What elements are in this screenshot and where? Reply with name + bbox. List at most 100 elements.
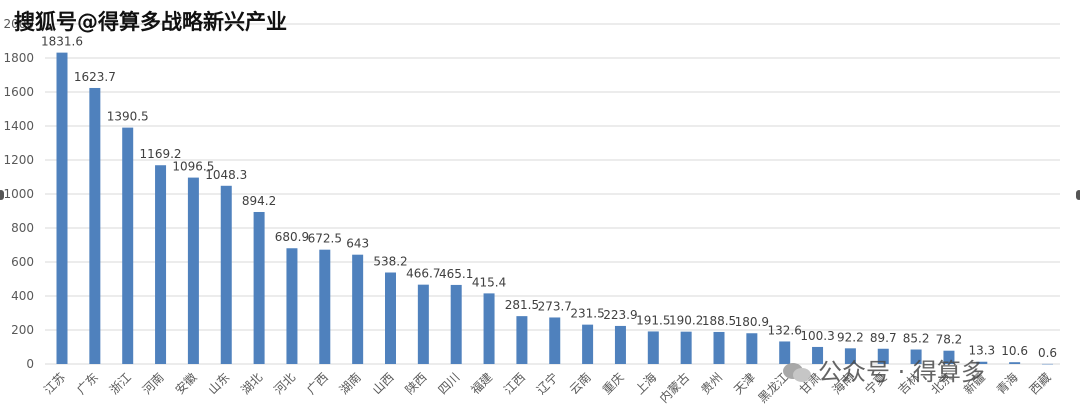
y-tick-label: 1800 xyxy=(3,51,34,65)
bar xyxy=(352,254,364,364)
data-label: 132.6 xyxy=(768,323,802,337)
x-tick-label: 内蒙古 xyxy=(656,370,692,406)
data-label: 191.5 xyxy=(636,313,670,327)
x-tick-label: 辽宁 xyxy=(533,370,561,398)
bar xyxy=(614,325,626,364)
x-tick-label: 西藏 xyxy=(1027,370,1054,397)
y-tick-label: 2000 xyxy=(3,17,34,31)
data-label: 85.2 xyxy=(903,332,930,346)
data-label: 13.3 xyxy=(968,344,995,358)
bar xyxy=(516,316,528,364)
watermark-top: 搜狐号@得算多战略新兴产业 xyxy=(14,10,287,34)
data-label: 10.6 xyxy=(1001,344,1028,358)
y-tick-label: 400 xyxy=(11,289,34,303)
bar xyxy=(647,331,659,364)
y-axis-ticks: 0 200 400 600 800 1000 1200 1400 1600 1800 2000 xyxy=(3,17,34,371)
data-label: 180.9 xyxy=(735,315,769,329)
y-tick-label: 200 xyxy=(11,323,34,337)
wechat-icon xyxy=(783,363,811,382)
bar xyxy=(910,349,922,364)
bar xyxy=(450,284,462,364)
data-label: 89.7 xyxy=(870,331,897,345)
data-label: 1169.2 xyxy=(140,147,182,161)
x-tick-label: 广东 xyxy=(74,370,101,397)
data-label: 538.2 xyxy=(373,255,407,269)
x-tick-label: 湖南 xyxy=(336,370,364,398)
x-tick-label: 广西 xyxy=(304,370,331,397)
data-label: 894.2 xyxy=(242,194,276,208)
x-tick-label: 重庆 xyxy=(600,370,627,397)
x-tick-label: 四川 xyxy=(435,370,462,397)
data-label: 78.2 xyxy=(936,333,963,347)
data-label: 1623.7 xyxy=(74,70,116,84)
x-tick-label: 浙江 xyxy=(107,370,134,397)
x-tick-label: 福建 xyxy=(468,370,496,398)
bar xyxy=(549,317,561,364)
data-label: 188.5 xyxy=(702,314,736,328)
bars xyxy=(56,52,1053,365)
x-tick-label: 天津 xyxy=(731,370,758,397)
data-label: 643 xyxy=(346,237,369,251)
bar xyxy=(1009,362,1021,364)
x-tick-label: 山东 xyxy=(205,370,232,397)
bar xyxy=(319,249,331,364)
data-label: 672.5 xyxy=(308,232,342,246)
data-label: 1831.6 xyxy=(41,35,83,49)
left-edge-marker xyxy=(0,190,4,200)
bar xyxy=(779,341,791,364)
data-label: 465.1 xyxy=(439,267,473,281)
data-label: 273.7 xyxy=(538,299,572,313)
bar xyxy=(417,284,429,364)
bar xyxy=(122,127,134,365)
y-tick-label: 1600 xyxy=(3,85,34,99)
data-label: 231.5 xyxy=(570,307,604,321)
data-label: 0.6 xyxy=(1038,346,1057,360)
bar xyxy=(187,177,199,364)
data-label: 1048.3 xyxy=(205,168,247,182)
y-tick-label: 1000 xyxy=(3,187,34,201)
x-tick-label: 河北 xyxy=(271,370,298,397)
data-label: 1390.5 xyxy=(107,110,149,124)
x-tick-label: 上海 xyxy=(632,370,660,398)
x-tick-label: 江苏 xyxy=(41,370,68,397)
watermark-bottom: 公众号 · 得算多 xyxy=(782,352,985,387)
bar xyxy=(812,346,824,364)
data-label: 190.2 xyxy=(669,314,703,328)
x-tick-label: 云南 xyxy=(566,370,594,398)
bar xyxy=(877,348,889,364)
data-label: 223.9 xyxy=(603,308,637,322)
y-tick-label: 1400 xyxy=(3,119,34,133)
watermark-bottom-text: 公众号 · 得算多 xyxy=(818,358,985,386)
bar xyxy=(680,331,692,364)
y-tick-label: 800 xyxy=(11,221,34,235)
data-label: 281.5 xyxy=(505,298,539,312)
gridlines xyxy=(45,23,1060,365)
data-label: 466.7 xyxy=(406,267,440,281)
bar xyxy=(286,248,298,364)
x-tick-label: 陕西 xyxy=(402,370,430,398)
bar xyxy=(746,333,758,364)
x-tick-label: 贵州 xyxy=(698,370,725,397)
x-tick-label: 安徽 xyxy=(172,370,200,398)
y-tick-label: 0 xyxy=(26,357,34,371)
data-label: 92.2 xyxy=(837,330,864,344)
bar xyxy=(844,348,856,364)
bar xyxy=(943,350,955,364)
bar xyxy=(220,185,232,364)
bar xyxy=(56,52,68,365)
bar xyxy=(253,211,265,364)
y-tick-label: 600 xyxy=(11,255,34,269)
y-tick-label: 1200 xyxy=(3,153,34,167)
data-label: 100.3 xyxy=(800,329,834,343)
data-label: 680.9 xyxy=(275,230,309,244)
bar xyxy=(483,293,495,364)
x-tick-label: 江西 xyxy=(501,370,528,397)
bar xyxy=(385,272,396,364)
data-label: 415.4 xyxy=(472,275,506,289)
bar xyxy=(1042,363,1053,365)
x-tick-label: 山西 xyxy=(370,370,397,397)
bar xyxy=(89,87,101,364)
x-tick-label: 青海 xyxy=(993,370,1021,398)
